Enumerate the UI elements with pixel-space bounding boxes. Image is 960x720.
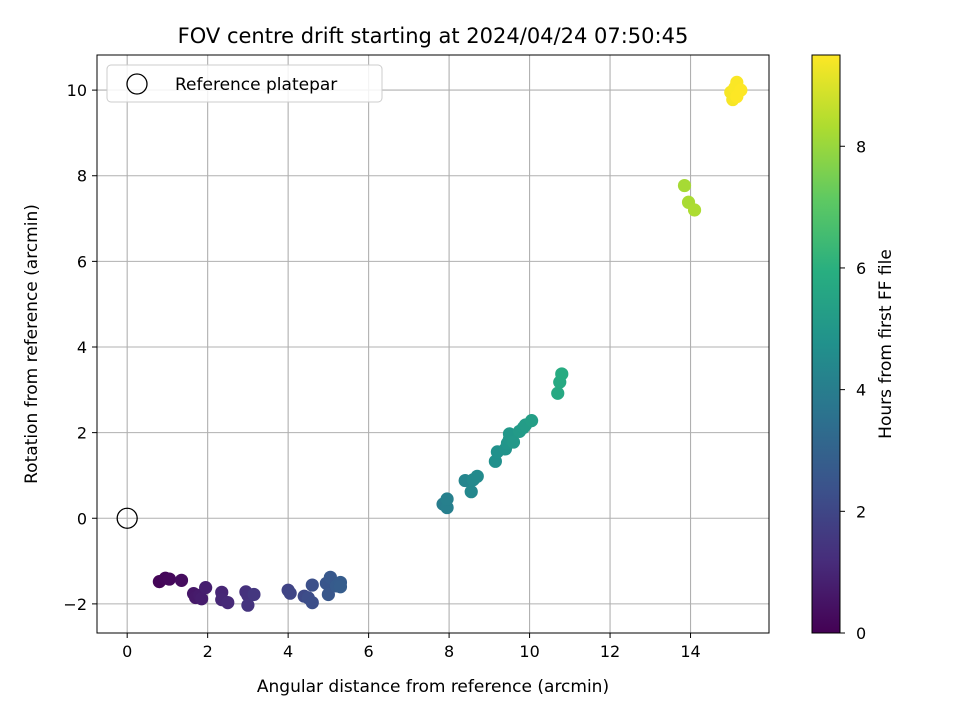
plot-frame <box>96 54 770 634</box>
data-point <box>305 596 319 610</box>
y-axis-ticks: −2 0 2 4 6 8 10 <box>63 81 97 614</box>
colorbar-tick-label: 2 <box>856 502 866 521</box>
data-point <box>283 586 297 600</box>
colorbar-tick-label: 4 <box>856 381 866 400</box>
chart-title: FOV centre drift starting at 2024/04/24 … <box>178 24 689 48</box>
y-tick-label: 4 <box>77 338 87 357</box>
data-point <box>464 485 478 499</box>
legend-label: Reference platepar <box>175 75 337 95</box>
legend-marker <box>126 73 148 95</box>
x-tick-label: 0 <box>122 642 132 661</box>
data-point <box>247 587 261 602</box>
y-tick-label: 0 <box>77 509 87 528</box>
points-layer <box>152 75 748 612</box>
data-point <box>174 573 189 587</box>
data-point <box>677 178 692 193</box>
data-point <box>221 596 235 610</box>
x-tick-label: 12 <box>600 642 620 661</box>
colorbar-tick-label: 8 <box>856 137 866 156</box>
data-point <box>162 572 177 586</box>
x-tick-label: 10 <box>519 642 539 661</box>
data-point <box>555 367 569 381</box>
data-point <box>333 580 348 594</box>
colorbar-label: Hours from first FF file <box>876 249 896 439</box>
y-tick-label: 2 <box>77 424 87 443</box>
x-tick-label: 2 <box>203 642 213 661</box>
y-tick-label: 8 <box>77 167 87 186</box>
y-tick-label: 10 <box>67 81 87 100</box>
data-point <box>440 492 454 506</box>
legend-box <box>106 64 383 103</box>
data-point <box>734 83 748 97</box>
x-tick-label: 14 <box>680 642 700 661</box>
data-point <box>195 592 209 606</box>
x-axis-ticks: 0 2 4 6 8 10 12 14 <box>122 633 701 661</box>
grid-layer <box>97 55 769 633</box>
data-point <box>524 414 539 428</box>
x-axis-label: Angular distance from reference (arcmin) <box>257 677 609 697</box>
data-point <box>687 203 702 217</box>
data-point <box>506 435 521 449</box>
y-axis-label: Rotation from reference (arcmin) <box>22 204 42 484</box>
y-tick-label: −2 <box>63 595 87 614</box>
colorbar: 0 2 4 6 8 Hours from first FF file <box>811 54 896 643</box>
colorbar-ticks: 0 2 4 6 8 <box>840 137 866 643</box>
data-point <box>470 469 484 483</box>
data-point <box>199 581 213 595</box>
data-point <box>551 386 565 400</box>
colorbar-tick-label: 0 <box>856 624 866 643</box>
legend: Reference platepar <box>106 64 383 103</box>
colorbar-tick-label: 6 <box>856 259 866 278</box>
colorbar-gradient <box>811 54 841 634</box>
data-point <box>305 578 319 592</box>
reference-marker <box>116 507 138 529</box>
data-point <box>321 587 335 602</box>
x-tick-label: 4 <box>283 642 293 661</box>
y-tick-label: 6 <box>77 252 87 271</box>
data-point <box>241 598 255 612</box>
x-tick-label: 6 <box>364 642 374 661</box>
plot-area <box>97 55 769 633</box>
x-tick-label: 8 <box>444 642 454 661</box>
